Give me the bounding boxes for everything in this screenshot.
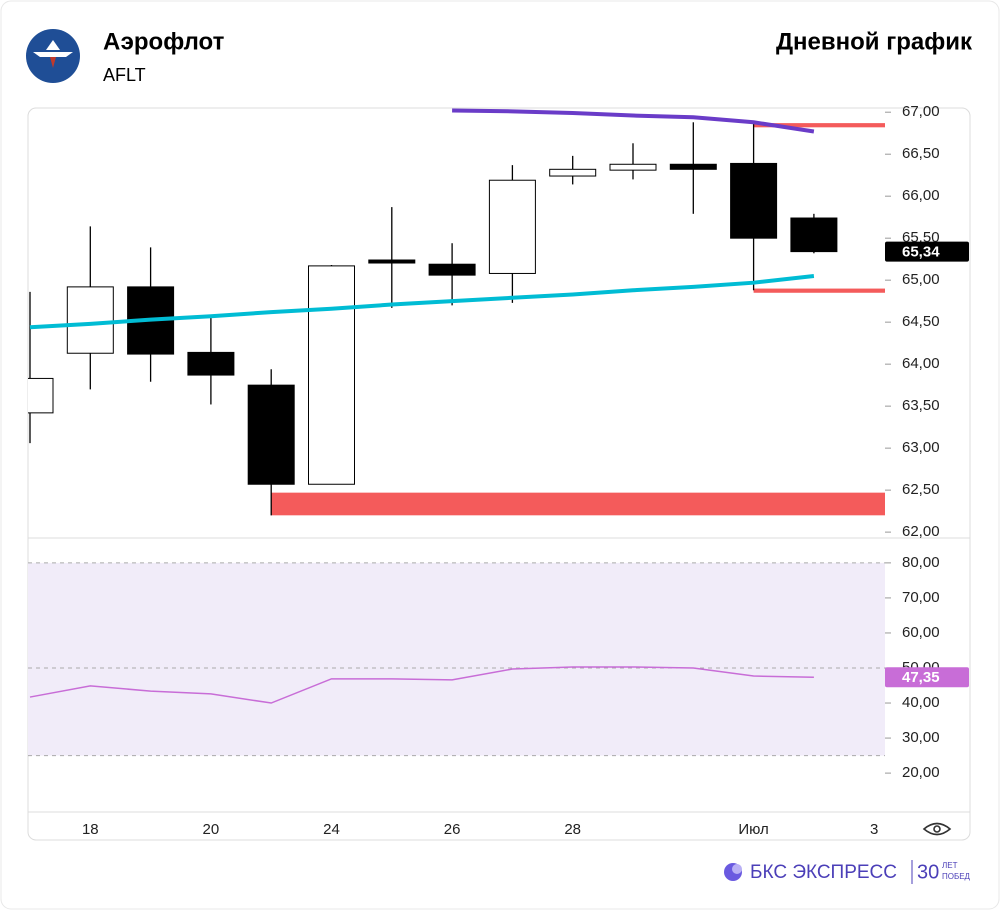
y-tick-label: 64,50: [902, 313, 940, 330]
y-tick-label: 30,00: [902, 729, 940, 746]
badge-number: 30: [917, 861, 939, 883]
rsi-band: [28, 562, 885, 756]
badge-text: ЛЕТ: [942, 861, 958, 870]
last-value-label: 47,35: [902, 669, 940, 686]
y-tick-label: 67,00: [902, 103, 940, 120]
y-tick-label: 62,00: [902, 523, 940, 540]
rsi-pane: [28, 562, 885, 757]
y-tick-label: 66,50: [902, 145, 940, 162]
candle-body: [790, 217, 838, 253]
title: Аэрофлот: [103, 28, 225, 55]
zone: [271, 492, 885, 516]
y-tick-label: 64,00: [902, 355, 940, 372]
candle-body: [66, 286, 114, 354]
candle-body: [669, 163, 717, 170]
candle-body: [308, 265, 355, 485]
logo: [26, 29, 80, 83]
chart-frame: [27, 107, 971, 841]
candle-body: [368, 259, 416, 264]
badge-text: ПОБЕД: [942, 872, 971, 881]
candle-body: [609, 163, 657, 171]
candle-body: [428, 263, 476, 276]
brand: БКС ЭКСПРЕСС: [750, 862, 897, 883]
x-tick-label: 18: [82, 821, 99, 838]
x-tick-label: 24: [323, 821, 340, 838]
candle-body: [730, 162, 778, 239]
last-value-badge: [885, 667, 969, 688]
candle-body: [28, 377, 54, 414]
ticker: AFLT: [103, 65, 146, 85]
chart-kind: Дневной график: [776, 28, 973, 55]
y-tick-label: 63,50: [902, 397, 940, 414]
y-tick-label: 62,50: [902, 481, 940, 498]
footer-logo: [724, 863, 742, 881]
y-tick-label: 20,00: [902, 764, 940, 781]
x-tick-label: 3: [870, 821, 878, 838]
price-pane: [28, 108, 885, 516]
y-tick-label: 60,00: [902, 624, 940, 641]
x-tick-label: 26: [444, 821, 461, 838]
candle-body: [488, 179, 536, 274]
zone: [753, 288, 885, 293]
rsi-line: [29, 666, 814, 704]
x-tick-label: 20: [203, 821, 220, 838]
x-tick-label: 28: [564, 821, 581, 838]
candle-body: [247, 384, 295, 485]
candle-body: [549, 168, 597, 177]
y-tick-label: 40,00: [902, 694, 940, 711]
y-tick-label: 63,00: [902, 439, 940, 456]
settings-icon[interactable]: [922, 822, 952, 836]
axes: 62,0062,5063,0063,5064,0064,5065,0065,50…: [82, 103, 969, 838]
y-tick-label: 66,00: [902, 187, 940, 204]
y-tick-label: 65,00: [902, 271, 940, 288]
last-value-badge: [885, 241, 969, 262]
y-tick-label: 70,00: [902, 589, 940, 606]
moving-average: [29, 273, 815, 330]
x-tick-label: Июл: [738, 821, 768, 838]
candle-body: [187, 351, 235, 376]
last-value-label: 65,34: [902, 244, 940, 261]
zone: [753, 123, 885, 128]
moving-average: [452, 108, 815, 134]
y-tick-label: 80,00: [902, 554, 940, 571]
